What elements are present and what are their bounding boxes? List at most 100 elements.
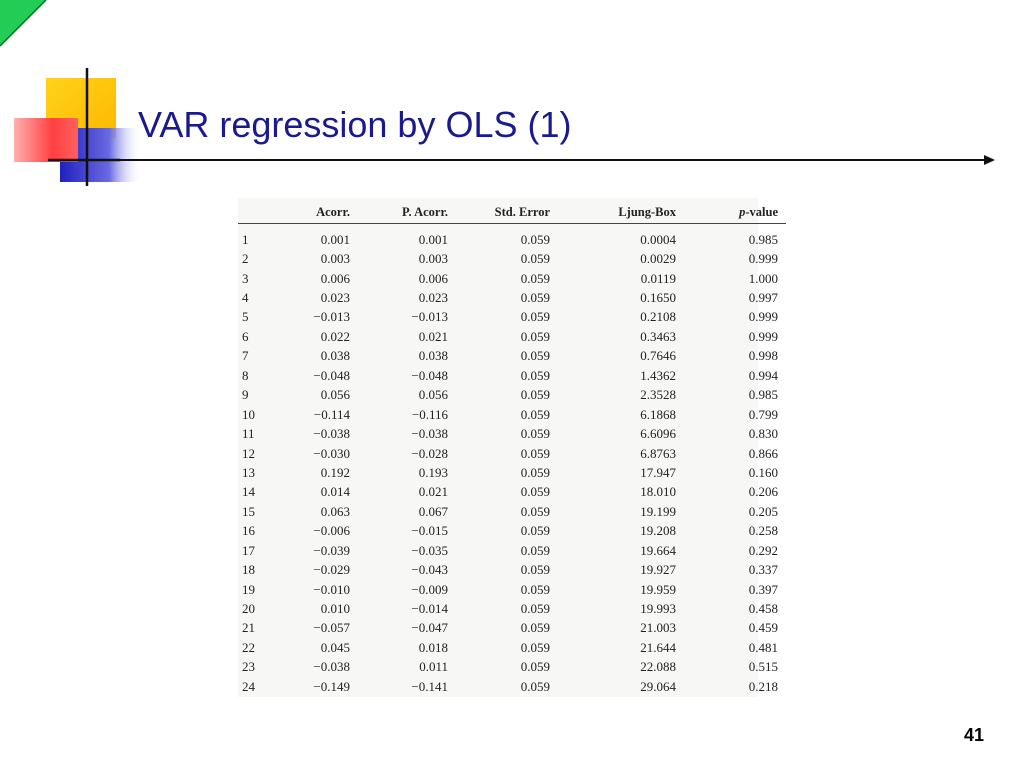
- cell-lag: 21: [242, 620, 255, 636]
- table-row: 23 −0.038 0.011 0.059 22.088 0.515: [238, 658, 786, 677]
- cell-pacorr: 0.023: [418, 290, 448, 306]
- cell-ljung-box: 0.3463: [640, 328, 676, 344]
- cell-acorr: 0.006: [320, 270, 350, 286]
- table-row: 8 −0.048 −0.048 0.059 1.4362 0.994: [238, 366, 786, 385]
- table-row: 6 0.022 0.021 0.059 0.3463 0.999: [238, 327, 786, 346]
- table-row: 3 0.006 0.006 0.059 0.0119 1.000: [238, 269, 786, 288]
- cell-lag: 2: [242, 251, 249, 267]
- cell-acorr: 0.003: [320, 251, 350, 267]
- cell-std-error: 0.059: [520, 445, 550, 461]
- cell-acorr: 0.056: [320, 387, 350, 403]
- cell-std-error: 0.059: [520, 464, 550, 480]
- cell-std-error: 0.059: [520, 348, 550, 364]
- cell-pacorr: −0.043: [411, 562, 448, 578]
- cell-lag: 5: [242, 309, 249, 325]
- table-row: 13 0.192 0.193 0.059 17.947 0.160: [238, 463, 786, 482]
- cell-ljung-box: 0.0004: [640, 231, 676, 247]
- cell-ljung-box: 19.208: [640, 523, 676, 539]
- table-row: 17 −0.039 −0.035 0.059 19.664 0.292: [238, 541, 786, 560]
- cell-acorr: 0.063: [320, 503, 350, 519]
- cell-pacorr: −0.035: [411, 542, 448, 558]
- table-row: 4 0.023 0.023 0.059 0.1650 0.997: [238, 288, 786, 307]
- table-row: 12 −0.030 −0.028 0.059 6.8763 0.866: [238, 444, 786, 463]
- cell-std-error: 0.059: [520, 562, 550, 578]
- cell-std-error: 0.059: [520, 503, 550, 519]
- cell-p-value: 1.000: [748, 270, 778, 286]
- cell-ljung-box: 21.644: [640, 639, 676, 655]
- cell-acorr: −0.057: [313, 620, 350, 636]
- cell-pacorr: −0.038: [411, 426, 448, 442]
- cell-lag: 20: [242, 601, 255, 617]
- cell-p-value: 0.999: [748, 309, 778, 325]
- cell-acorr: −0.149: [313, 678, 350, 694]
- cell-acorr: 0.022: [320, 328, 350, 344]
- cell-pacorr: 0.006: [418, 270, 448, 286]
- cell-pacorr: −0.014: [411, 601, 448, 617]
- cell-lag: 1: [242, 231, 249, 247]
- cell-p-value: 0.985: [748, 231, 778, 247]
- cell-ljung-box: 6.6096: [640, 426, 676, 442]
- cell-acorr: −0.006: [313, 523, 350, 539]
- cell-lag: 14: [242, 484, 255, 500]
- cell-ljung-box: 6.8763: [640, 445, 676, 461]
- cell-pacorr: 0.067: [418, 503, 448, 519]
- table-row: 21 −0.057 −0.047 0.059 21.003 0.459: [238, 619, 786, 638]
- cell-p-value: 0.218: [748, 678, 778, 694]
- cell-p-value: 0.397: [748, 581, 778, 597]
- cell-p-value: 0.206: [748, 484, 778, 500]
- cell-p-value: 0.994: [748, 367, 778, 383]
- cell-lag: 12: [242, 445, 255, 461]
- table-row: 15 0.063 0.067 0.059 19.199 0.205: [238, 502, 786, 521]
- cell-pacorr: −0.141: [411, 678, 448, 694]
- cell-p-value: 0.799: [748, 406, 778, 422]
- header-lag: [238, 198, 266, 224]
- cell-ljung-box: 19.993: [640, 601, 676, 617]
- autocorrelation-table-image: Acorr. P. Acorr. Std. Error Ljung-Box p-…: [238, 198, 786, 697]
- cell-pacorr: −0.116: [411, 406, 448, 422]
- table-row: 14 0.014 0.021 0.059 18.010 0.206: [238, 483, 786, 502]
- cell-p-value: 0.830: [748, 426, 778, 442]
- cell-std-error: 0.059: [520, 659, 550, 675]
- cell-std-error: 0.059: [520, 309, 550, 325]
- cell-lag: 24: [242, 678, 255, 694]
- table-row: 16 −0.006 −0.015 0.059 19.208 0.258: [238, 522, 786, 541]
- table-row: 18 −0.029 −0.043 0.059 19.927 0.337: [238, 560, 786, 579]
- cell-pacorr: −0.028: [411, 445, 448, 461]
- cell-ljung-box: 18.010: [640, 484, 676, 500]
- cell-ljung-box: 0.0119: [640, 270, 676, 286]
- cell-std-error: 0.059: [520, 639, 550, 655]
- cell-lag: 9: [242, 387, 249, 403]
- cell-std-error: 0.059: [520, 426, 550, 442]
- cell-p-value: 0.337: [748, 562, 778, 578]
- cell-ljung-box: 19.199: [640, 503, 676, 519]
- cell-ljung-box: 29.064: [640, 678, 676, 694]
- cell-acorr: −0.114: [313, 406, 350, 422]
- cell-std-error: 0.059: [520, 581, 550, 597]
- table-row: 22 0.045 0.018 0.059 21.644 0.481: [238, 638, 786, 657]
- table-row: 19 −0.010 −0.009 0.059 19.959 0.397: [238, 580, 786, 599]
- cell-p-value: 0.997: [748, 290, 778, 306]
- cell-acorr: 0.023: [320, 290, 350, 306]
- cell-ljung-box: 2.3528: [640, 387, 676, 403]
- autocorrelation-table: Acorr. P. Acorr. Std. Error Ljung-Box p-…: [238, 198, 786, 697]
- cell-lag: 16: [242, 523, 255, 539]
- cell-ljung-box: 0.1650: [640, 290, 676, 306]
- cell-ljung-box: 17.947: [640, 464, 676, 480]
- cell-pacorr: 0.003: [418, 251, 448, 267]
- cell-ljung-box: 19.664: [640, 542, 676, 558]
- cell-std-error: 0.059: [520, 406, 550, 422]
- cell-std-error: 0.059: [520, 251, 550, 267]
- slide-title: VAR regression by OLS (1): [138, 104, 572, 145]
- cell-p-value: 0.999: [748, 251, 778, 267]
- cell-pacorr: −0.009: [411, 581, 448, 597]
- cell-ljung-box: 21.003: [640, 620, 676, 636]
- title-block-decoration: [14, 68, 142, 186]
- cell-acorr: 0.192: [320, 464, 350, 480]
- cell-lag: 10: [242, 406, 255, 422]
- cell-acorr: −0.030: [313, 445, 350, 461]
- table-body: 1 0.001 0.001 0.059 0.0004 0.985 2 0.003 0.003 0.…: [238, 224, 786, 697]
- cell-pacorr: −0.048: [411, 367, 448, 383]
- table-row: 10 −0.114 −0.116 0.059 6.1868 0.799: [238, 405, 786, 424]
- cell-p-value: 0.985: [748, 387, 778, 403]
- cell-ljung-box: 0.7646: [640, 348, 676, 364]
